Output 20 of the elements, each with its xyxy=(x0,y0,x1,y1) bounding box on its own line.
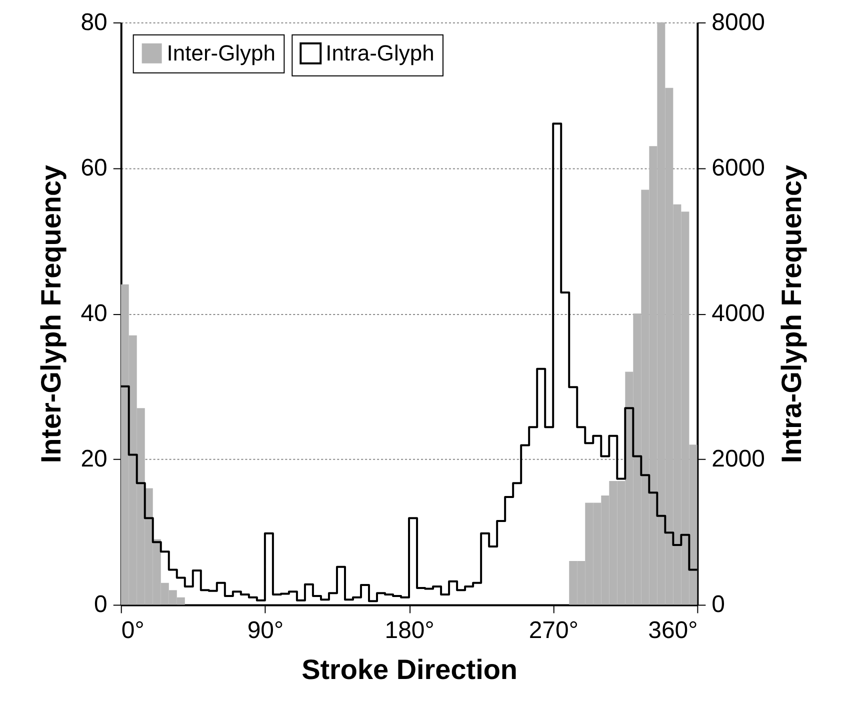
x-tick-label: 90° xyxy=(247,617,284,644)
x-tick-label: 360° xyxy=(648,617,698,644)
x-tick-label: 0° xyxy=(121,617,144,644)
y-tick-label: 40 xyxy=(80,300,108,328)
y2-tick-label: 6000 xyxy=(712,154,765,182)
x-tick-label: 180° xyxy=(384,617,434,644)
y-axis-title: Inter-Glyph Frequency xyxy=(36,164,67,464)
legend-label: Intra-Glyph xyxy=(326,40,434,66)
y-tick-label: 60 xyxy=(80,154,108,182)
x-axis-title: Stroke Direction xyxy=(302,654,518,686)
legend-label: Inter-Glyph xyxy=(166,40,276,66)
y2-tick-label: 4000 xyxy=(712,300,765,328)
y2-tick-label: 0 xyxy=(712,591,726,618)
y2-axis-title: Intra-Glyph Frequency xyxy=(776,164,807,464)
y2-tick-label: 2000 xyxy=(712,446,765,473)
y-tick-label: 80 xyxy=(80,8,108,36)
y2-tick-label: 8000 xyxy=(712,8,765,36)
x-tick-label: 270° xyxy=(528,617,578,644)
y-tick-label: 0 xyxy=(94,591,108,618)
y-tick-label: 20 xyxy=(80,446,108,473)
